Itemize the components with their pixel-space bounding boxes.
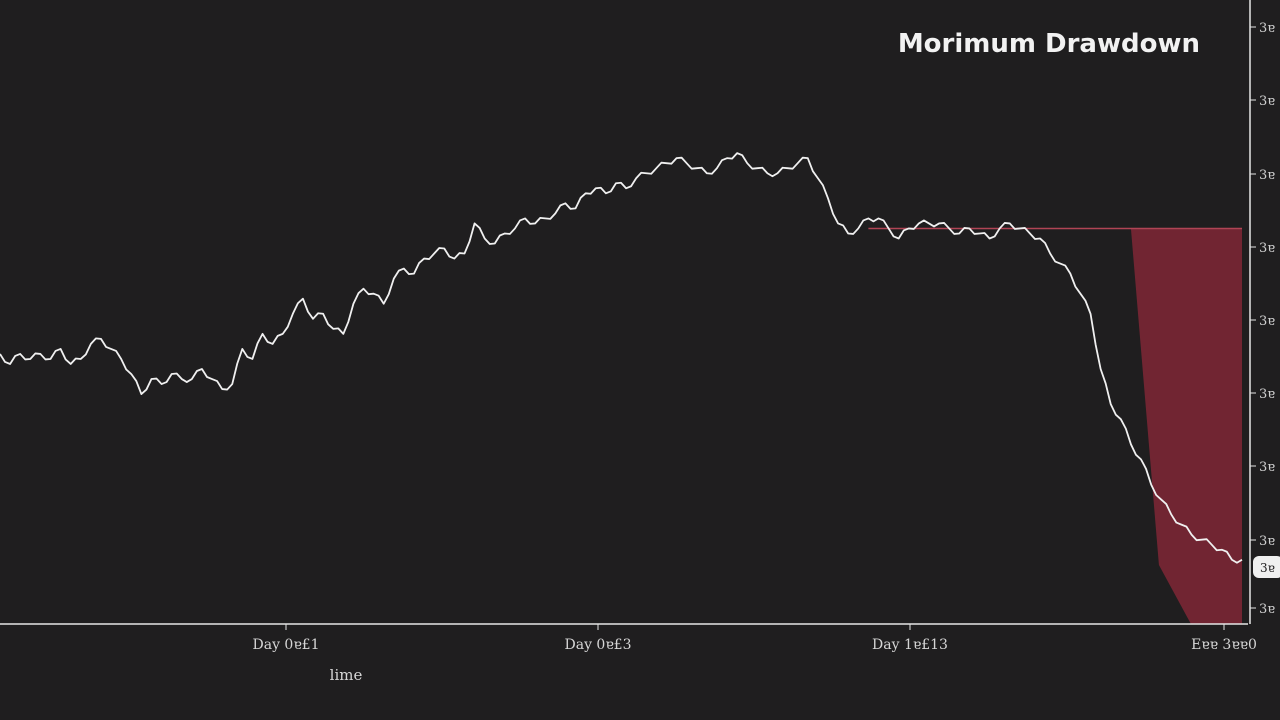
y-tick-label: 3ɐ (1259, 21, 1275, 36)
x-tick-label: Day 0ɐ£1 (253, 637, 320, 653)
y-tick-label: 3ɐ (1259, 168, 1275, 183)
x-tick-label: Eɐɐ 3ɐɐ0 (1191, 637, 1257, 653)
x-axis-title: lime (330, 666, 363, 684)
price-line-layer (0, 152, 1243, 564)
y-tick-label: 3ɐ (1259, 534, 1275, 549)
x-tick-label: Day 1ɐ£13 (872, 637, 948, 653)
y-tick-label: 3ɐ (1259, 387, 1275, 402)
last-value-badge: 3ɐ (1253, 556, 1280, 578)
y-tick-label: 3ɐ (1259, 94, 1275, 109)
y-tick-layer: 3ɐ 3ɐ 3ɐ 3ɐ 3ɐ 3ɐ 3ɐ 3ɐ 3ɐ (1250, 21, 1275, 617)
y-tick-label: 3ɐ (1259, 314, 1275, 329)
last-value-badge-bg (1253, 556, 1280, 578)
y-tick-label: 3ɐ (1259, 460, 1275, 475)
y-tick-label: 3ɐ (1259, 602, 1275, 617)
x-tick-label: Day 0ɐ£3 (565, 637, 632, 653)
y-tick-label: 3ɐ (1259, 241, 1275, 256)
drawdown-layer (868, 227, 1242, 624)
last-value-badge-text: 3ɐ (1260, 561, 1275, 575)
chart-title: Morimum Drawdown (898, 29, 1200, 59)
drawdown-area (1130, 228, 1242, 624)
price-line (0, 152, 1243, 564)
x-tick-layer: Day 0ɐ£1 Day 0ɐ£3 Day 1ɐ£13 Eɐɐ 3ɐɐ0 (253, 624, 1257, 653)
